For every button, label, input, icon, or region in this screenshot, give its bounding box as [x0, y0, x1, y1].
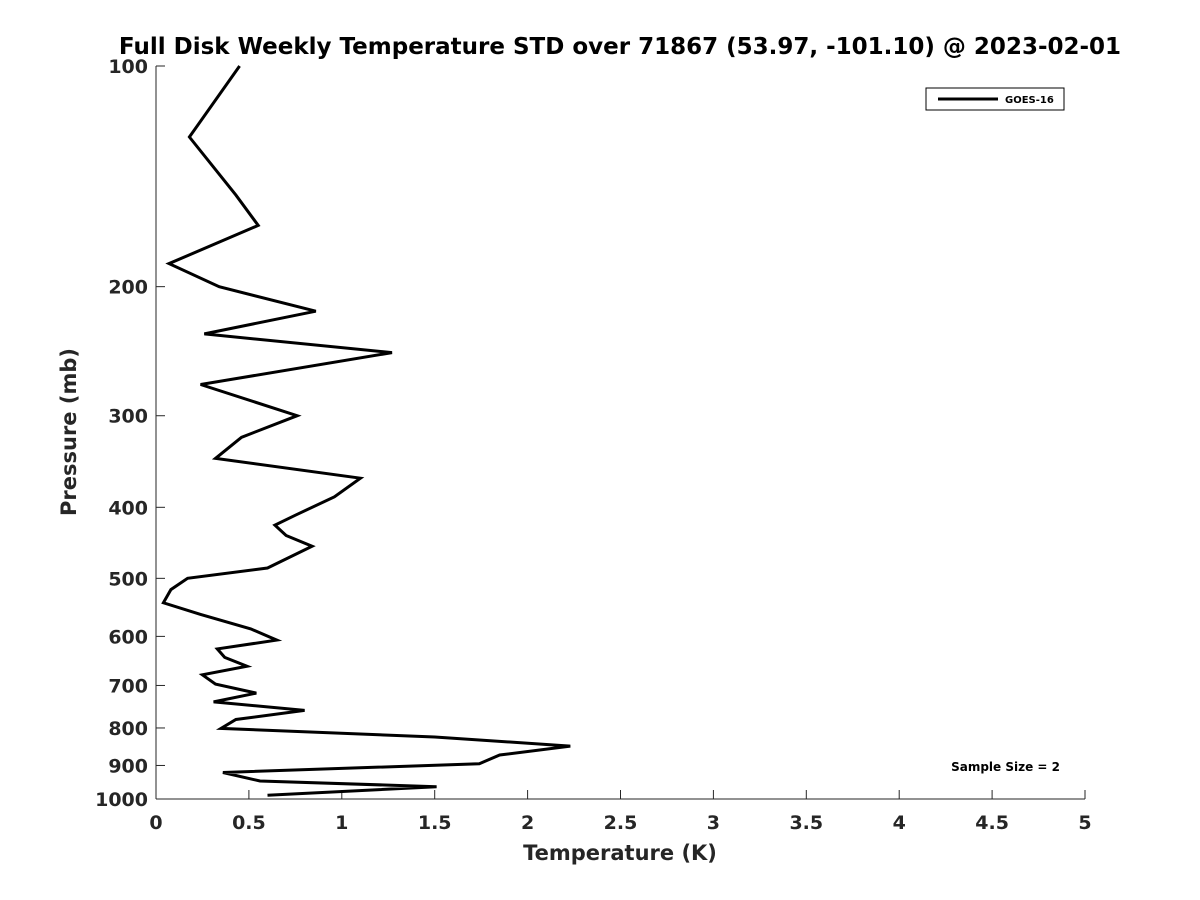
x-tick-label: 1 [335, 812, 348, 834]
sample-size-annotation: Sample Size = 2 [951, 760, 1060, 774]
x-tick-label: 2.5 [604, 812, 638, 834]
y-tick-label: 400 [108, 497, 148, 519]
x-axis-label: Temperature (K) [523, 841, 717, 865]
y-tick-label: 1000 [95, 789, 148, 811]
x-tick-label: 3 [707, 812, 720, 834]
y-tick-label: 100 [108, 56, 148, 78]
x-tick-label: 5 [1078, 812, 1091, 834]
x-tick-label: 2 [521, 812, 534, 834]
x-tick-label: 4.5 [975, 812, 1009, 834]
y-tick-label: 300 [108, 406, 148, 428]
y-tick-label: 200 [108, 277, 148, 299]
y-axis-label: Pressure (mb) [57, 348, 81, 516]
y-tick-label: 500 [108, 568, 148, 590]
legend-label: GOES-16 [1005, 95, 1054, 106]
x-tick-label: 0 [149, 812, 162, 834]
y-tick-label: 900 [108, 755, 148, 777]
series-line-goes-16 [161, 65, 571, 797]
x-tick-label: 1.5 [418, 812, 452, 834]
y-tick-label: 800 [108, 718, 148, 740]
series-layer [161, 65, 571, 797]
x-tick-label: 4 [893, 812, 906, 834]
x-tick-label: 3.5 [789, 812, 823, 834]
axes: 0 0.5 1 1.5 2 2.5 3 3.5 4 4.5 5 100 200 300 400 500 600 7… [95, 56, 1092, 834]
y-tick-label: 600 [108, 626, 148, 648]
chart-title: Full Disk Weekly Temperature STD over 71… [119, 34, 1121, 60]
legend: GOES-16 [925, 87, 1065, 111]
y-tick-label: 700 [108, 675, 148, 697]
x-tick-label: 0.5 [232, 812, 266, 834]
